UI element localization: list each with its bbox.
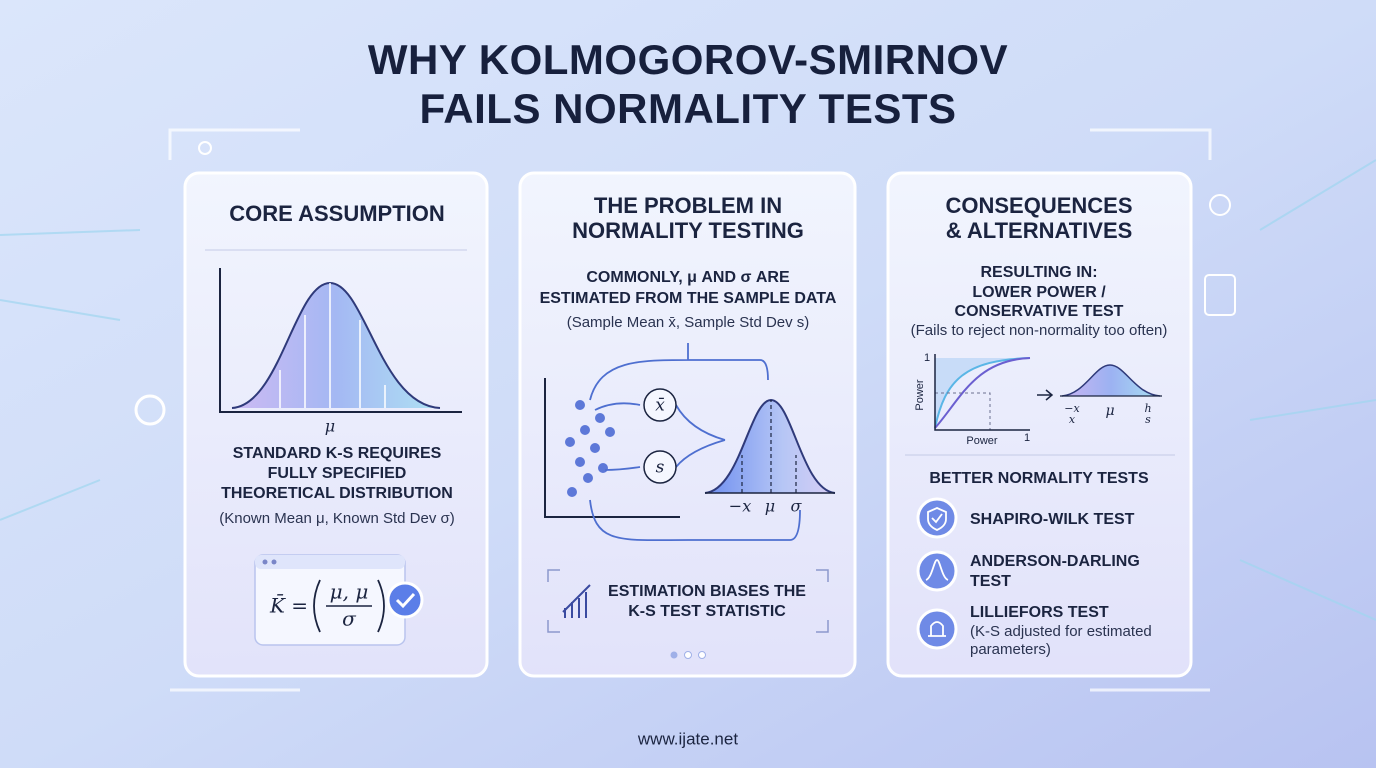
note: (Sample Mean x̄, Sample Std Dev s) [567,314,810,331]
formula-numerator: μ, μ [330,580,369,604]
axis-label: −x [729,497,751,516]
result-line: LOWER POWER / [972,284,1106,301]
text-line: STANDARD K-S REQUIRES [233,445,442,462]
node [643,450,677,484]
parens [313,579,385,633]
footer: www.ijate.net [637,729,738,748]
callout-line: K-S TEST STATISTIC [628,603,786,620]
bell-bands [279,283,386,408]
frame-lines [168,128,1212,692]
mini-label: s [1145,413,1151,426]
axis-label: Power [914,379,926,411]
check-badge [386,581,424,619]
bell-fill [1062,365,1160,396]
test-note: parameters) [970,641,1051,658]
text-line: ESTIMATED FROM THE SAMPLE DATA [540,290,837,307]
window-dot [271,559,277,565]
frame-dot [134,394,166,426]
result-line: RESULTING IN: [980,264,1097,281]
page-dot [670,651,678,659]
test-icon [916,550,958,592]
title-line: FAILS NORMALITY TESTS [419,85,956,132]
panel-heading: CORE ASSUMPTION [229,201,445,226]
bell-icon [925,559,949,581]
axes [934,354,1030,431]
node-label: x̄ [655,396,665,416]
title-line: WHY KOLMOGOROV-SMIRNOV [368,36,1008,83]
formula-bar [255,555,405,569]
text-line: THEORETICAL DISTRIBUTION [221,485,453,502]
sample-dots [565,400,615,497]
note: (Known Mean μ, Known Std Dev σ) [219,510,455,527]
panel [518,171,857,678]
axes [544,378,680,518]
test-name: TEST [970,573,1011,590]
mini-label: h [1144,402,1151,415]
power-curve [934,357,1031,429]
axis-label: 1 [924,352,930,364]
callout-line: ESTIMATION BIASES THE [608,583,806,600]
text-line: FULLY SPECIFIED [268,465,407,482]
frame-dot [198,141,212,155]
node-label: s [656,458,665,478]
bell-fill [705,400,835,493]
bell-curve [1061,364,1161,397]
axis-label: Power [966,435,998,447]
note: (Fails to reject non-normality too often… [911,322,1168,339]
test-icon [916,497,958,539]
tests-heading: BETTER NORMALITY TESTS [929,470,1149,487]
mini-label: x [1069,413,1076,426]
frame-chip [1204,274,1236,316]
panel-heading: CONSEQUENCES [945,193,1132,218]
gear-icon [928,621,946,637]
callout-frame [547,569,829,633]
arrow [1037,389,1054,401]
test-name: LILLIEFORS TEST [970,604,1109,621]
flow-arrows [589,343,801,542]
chart-icon [562,584,591,618]
formula-denominator: σ [342,607,357,631]
light-lines [0,159,1376,621]
axis-label: σ [791,497,803,516]
test-icon [916,608,958,650]
shield-icon [927,507,947,531]
axis-label: μ [765,497,775,516]
test-note: (K-S adjusted for estimated [970,623,1152,640]
bell-fill [232,283,440,408]
panel-heading: NORMALITY TESTING [572,218,804,243]
frame-dot [1209,194,1231,216]
page-dot [684,651,692,659]
power-guides [935,392,991,430]
bell-marks [741,400,797,493]
panel [886,171,1193,678]
axes [219,268,462,413]
result-line: CONSERVATIVE TEST [955,303,1124,320]
text-line: COMMONLY, μ AND σ ARE [586,269,790,286]
axis-label: 1 [1024,432,1030,444]
power-fill [935,358,1030,428]
formula-lhs: K̄ = [269,593,308,618]
panel [183,171,489,678]
page-dot [698,651,706,659]
window-dot [262,559,268,565]
mini-label: −x [1064,402,1080,415]
panel-heading: THE PROBLEM IN [594,193,782,218]
node [643,388,677,422]
check-mark [395,592,416,609]
mini-label: μ [1105,403,1114,419]
power-curve [934,357,1031,429]
panel-heading: & ALTERNATIVES [946,218,1133,243]
test-name: SHAPIRO-WILK TEST [970,511,1135,528]
test-name: ANDERSON-DARLING [970,553,1140,570]
curve-label: μ [325,417,335,436]
